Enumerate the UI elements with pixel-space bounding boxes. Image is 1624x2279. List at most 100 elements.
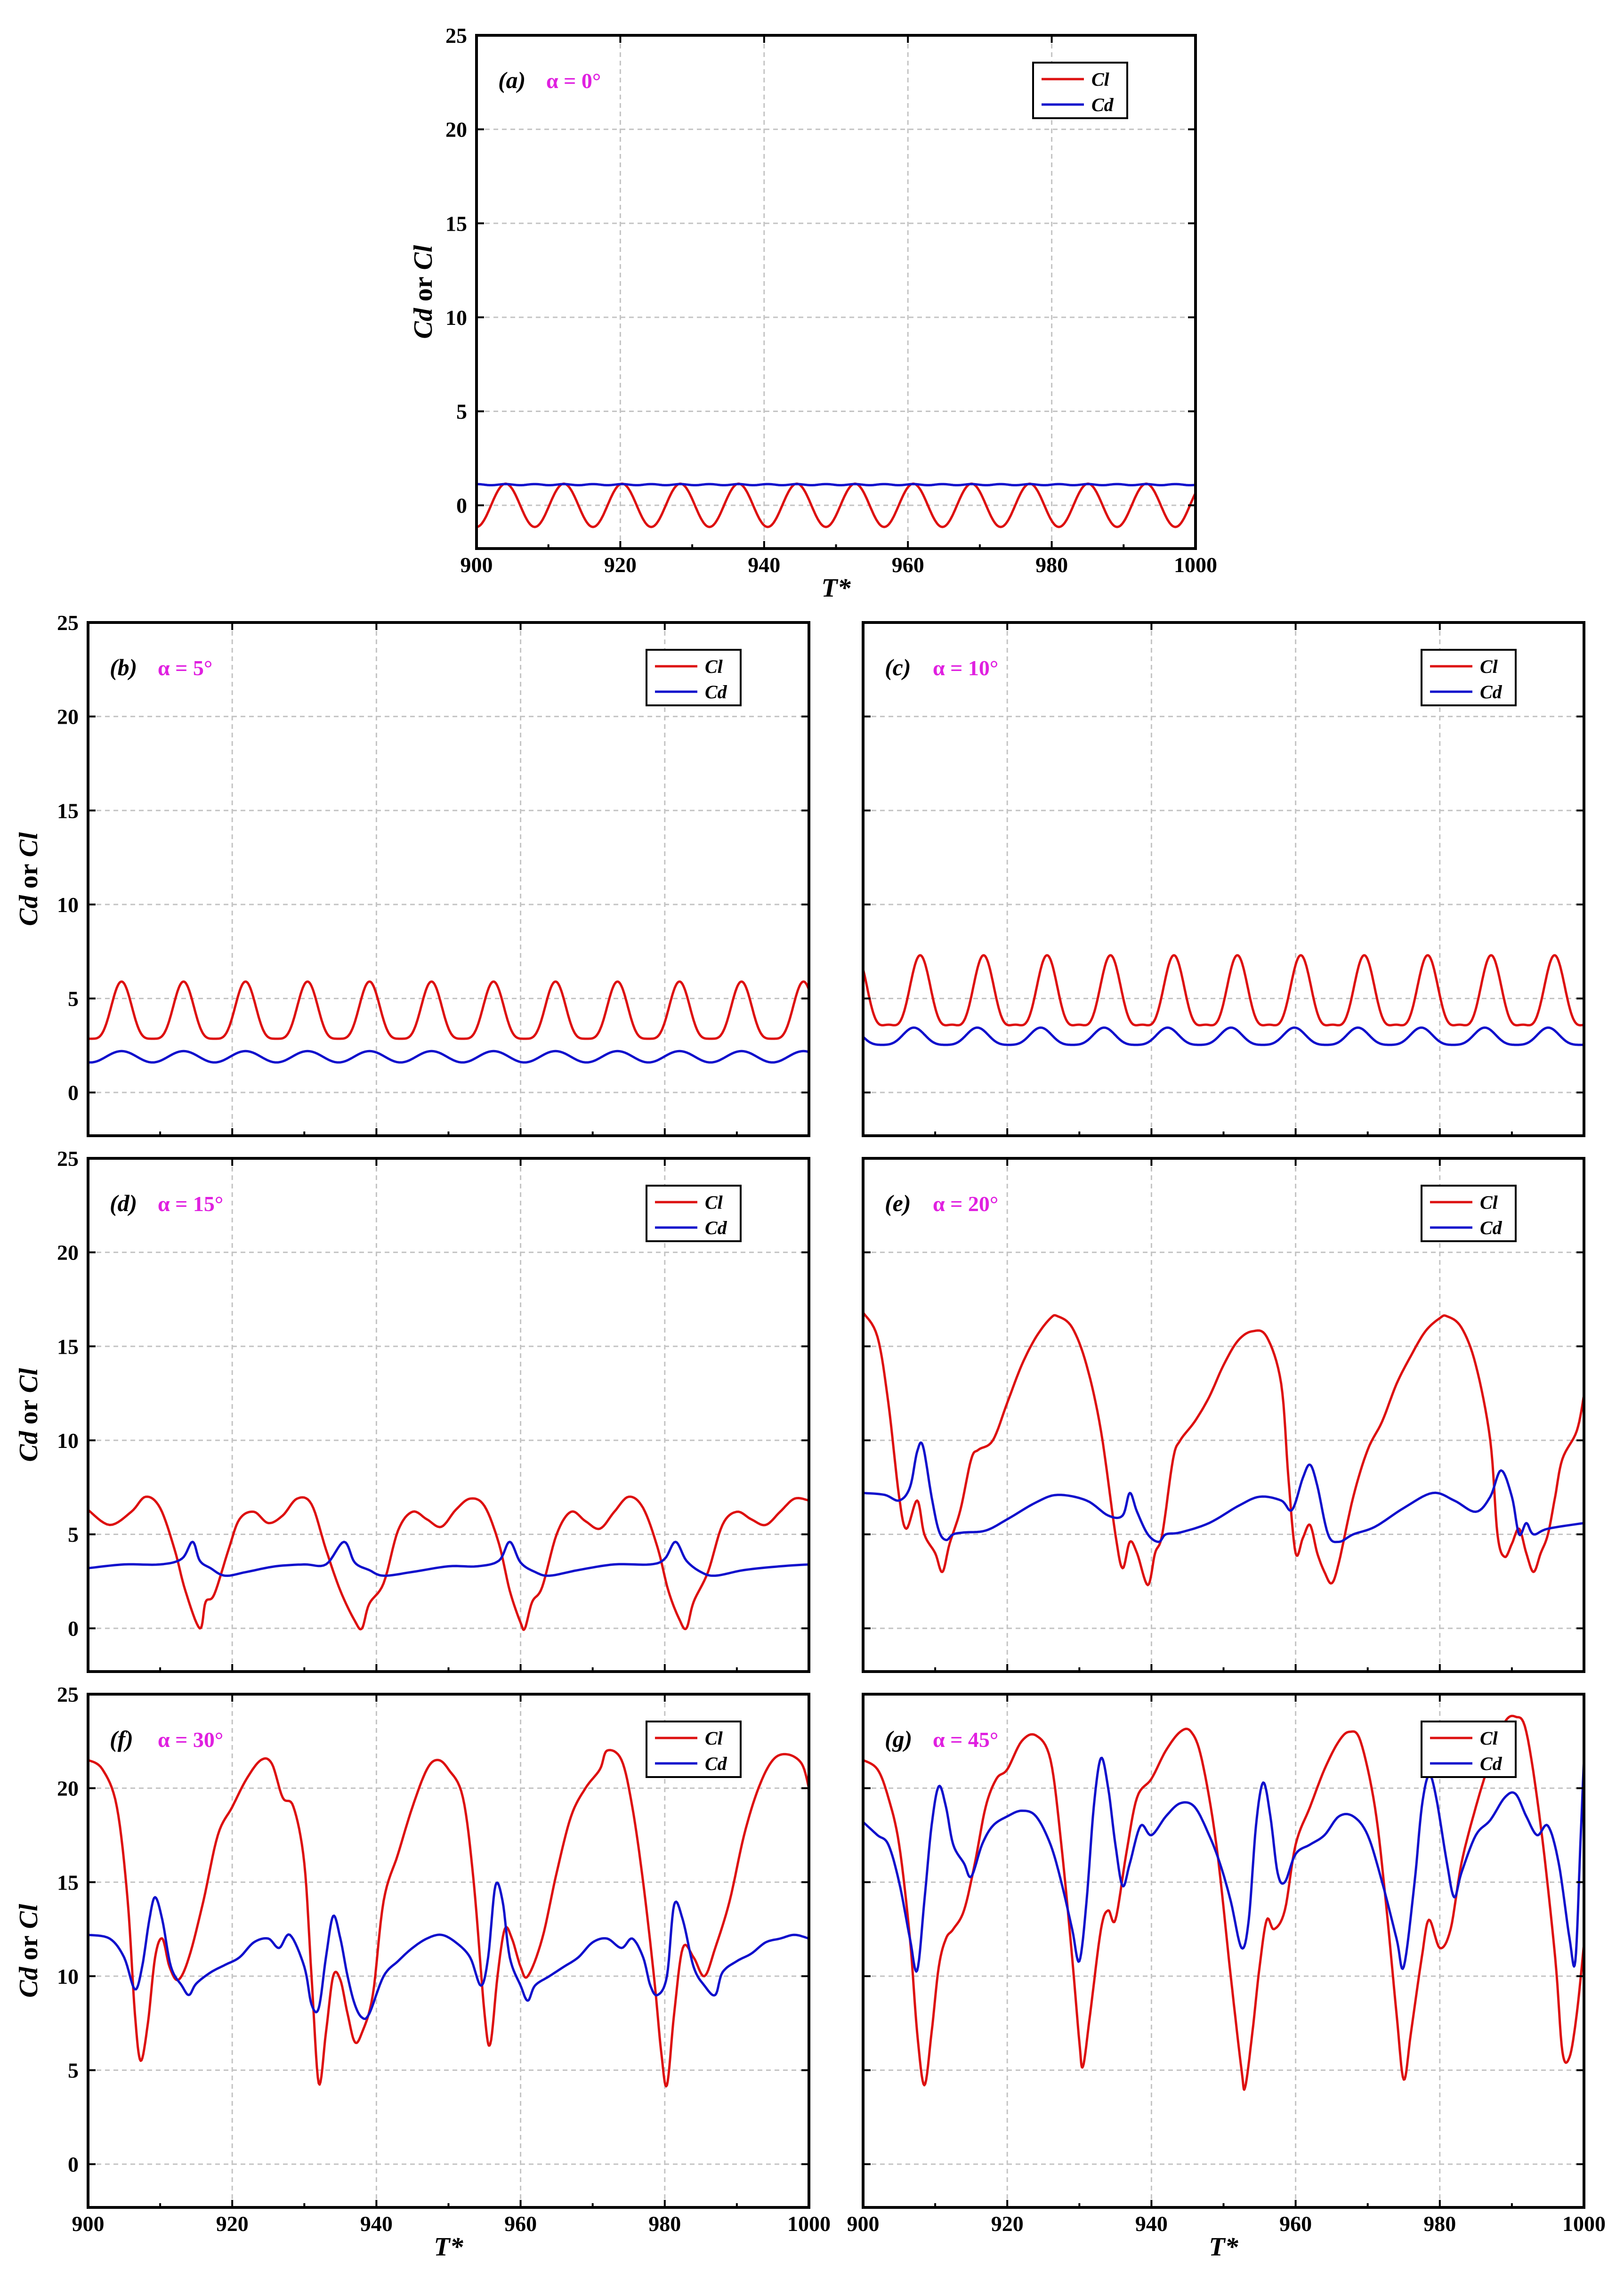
plot-area (863, 1158, 1584, 1672)
legend-label-cd: Cd (705, 681, 727, 703)
y-tick-label: 25 (57, 1682, 79, 1706)
legend-label-cd: Cd (1480, 1753, 1503, 1774)
series-cl-line (863, 1311, 1584, 1586)
x-tick-label: 980 (648, 2212, 681, 2236)
legend-box (1421, 1185, 1517, 1242)
legend-label-cl: Cl (1480, 656, 1498, 677)
y-tick-label: 15 (57, 1870, 79, 1894)
y-axis-label-part: Cd (14, 1430, 43, 1462)
y-axis-label-part: or (14, 1399, 43, 1431)
plot-area (88, 622, 809, 1136)
y-tick-label: 25 (57, 1147, 79, 1171)
x-tick-label: 960 (1279, 2212, 1312, 2236)
panel-label: (d) (110, 1190, 137, 1216)
y-axis-label-part: Cd (14, 1966, 43, 1997)
x-axis-label: T* (434, 2232, 463, 2262)
x-axis-label: T* (1209, 2232, 1238, 2262)
y-axis-label-part: Cd (14, 895, 43, 926)
legend-box (1421, 1721, 1517, 1778)
y-tick-label: 5 (68, 2059, 79, 2083)
series-cl-line (863, 1714, 1584, 2091)
x-tick-label: 920 (604, 553, 637, 577)
plot-area (477, 35, 1196, 549)
y-tick-label: 0 (68, 1616, 79, 1641)
y-tick-label: 20 (57, 705, 79, 729)
chart-panel-a: 900 920 940 960 980 1000 0 5 10 15 20 25 T* Cd or Cl (… (409, 24, 1217, 603)
alpha-label: α = 10° (933, 656, 998, 680)
y-tick-label: 0 (68, 2152, 79, 2176)
series-cd-line (863, 1441, 1584, 1544)
y-axis-label: Cd or Cl (409, 245, 438, 339)
y-tick-label: 20 (57, 1241, 79, 1265)
legend-label-cd: Cd (1091, 94, 1114, 115)
y-tick-label: 15 (57, 1334, 79, 1358)
series-cl-line (88, 980, 809, 1040)
series-cd-line (863, 1026, 1584, 1046)
y-tick-label: 10 (57, 893, 79, 917)
chart-panel-f: 900 920 940 960 980 1000 0 5 10 15 20 25 T* Cd or Cl (… (14, 1682, 831, 2262)
y-axis-label: Cd or Cl (14, 1904, 43, 1998)
y-tick-label: 0 (456, 493, 467, 517)
x-tick-label: 940 (748, 553, 780, 577)
x-tick-label: 980 (1035, 553, 1068, 577)
x-tick-label: 940 (360, 2212, 393, 2236)
x-tick-label: 980 (1423, 2212, 1456, 2236)
alpha-label: α = 15° (158, 1192, 223, 1216)
plot-area (88, 1158, 809, 1672)
legend-box (646, 649, 742, 706)
y-axis-label-part: or (14, 1935, 43, 1967)
chart-panel-b: 0 5 10 15 20 25 Cd or Cl (b) α = 5° Cl Cd (14, 611, 810, 1137)
x-tick-label: 940 (1135, 2212, 1168, 2236)
y-axis-label-part: Cd (409, 307, 438, 339)
legend-label-cd: Cd (1480, 681, 1503, 703)
y-axis-label: Cd or Cl (14, 1368, 43, 1462)
series-cd-line (477, 483, 1196, 486)
chart-panel-c: (c) α = 10° Cl Cd (862, 621, 1585, 1137)
panel-label: (c) (885, 654, 911, 680)
x-tick-label: 1000 (787, 2212, 831, 2236)
chart-panel-g: 900 920 940 960 980 1000 T* (g) α = 45° Cl Cd (847, 1693, 1606, 2262)
chart-panel-d: 0 5 10 15 20 25 Cd or Cl (d) α = 15° Cl Cd (14, 1147, 810, 1673)
x-tick-label: 1000 (1174, 553, 1217, 577)
y-axis-label-part: Cl (409, 245, 438, 276)
y-tick-label: 25 (445, 24, 467, 48)
y-tick-label: 15 (57, 799, 79, 823)
x-tick-label: 960 (504, 2212, 537, 2236)
alpha-label: α = 20° (933, 1192, 998, 1216)
legend-label-cl: Cl (705, 1192, 723, 1213)
series-cd-line (88, 1541, 809, 1577)
x-tick-label: 900 (72, 2212, 105, 2236)
legend-label-cl: Cl (1480, 1728, 1498, 1749)
alpha-label: α = 45° (933, 1728, 998, 1752)
y-tick-label: 10 (57, 1429, 79, 1453)
y-axis-label-part: Cl (14, 1904, 43, 1935)
y-tick-label: 10 (57, 1964, 79, 1988)
alpha-label: α = 5° (158, 656, 212, 680)
y-axis-label-part: or (14, 864, 43, 895)
series-cl-line (477, 482, 1196, 528)
series-cl-line (88, 1495, 809, 1631)
legend-box (646, 1185, 742, 1242)
legend-box (1032, 62, 1128, 119)
legend-label-cd: Cd (705, 1753, 727, 1774)
legend-box (646, 1721, 742, 1778)
panel-label: (g) (885, 1726, 912, 1752)
plot-area (863, 622, 1584, 1136)
y-axis-label: Cd or Cl (14, 832, 43, 926)
y-tick-label: 5 (68, 1523, 79, 1547)
legend-label-cd: Cd (705, 1217, 727, 1238)
legend-box (1421, 649, 1517, 706)
alpha-label: α = 0° (546, 69, 601, 93)
y-tick-label: 10 (445, 306, 467, 330)
legend-label-cl: Cl (1091, 69, 1110, 90)
x-tick-label: 920 (991, 2212, 1024, 2236)
legend-label-cl: Cl (1480, 1192, 1498, 1213)
y-tick-label: 20 (57, 1777, 79, 1801)
y-tick-label: 5 (68, 987, 79, 1011)
x-tick-label: 900 (461, 553, 493, 577)
panel-label: (b) (110, 654, 137, 680)
chart-panel-e: (e) α = 20° Cl Cd (862, 1157, 1585, 1673)
alpha-label: α = 30° (158, 1728, 223, 1752)
y-tick-label: 20 (445, 118, 467, 142)
